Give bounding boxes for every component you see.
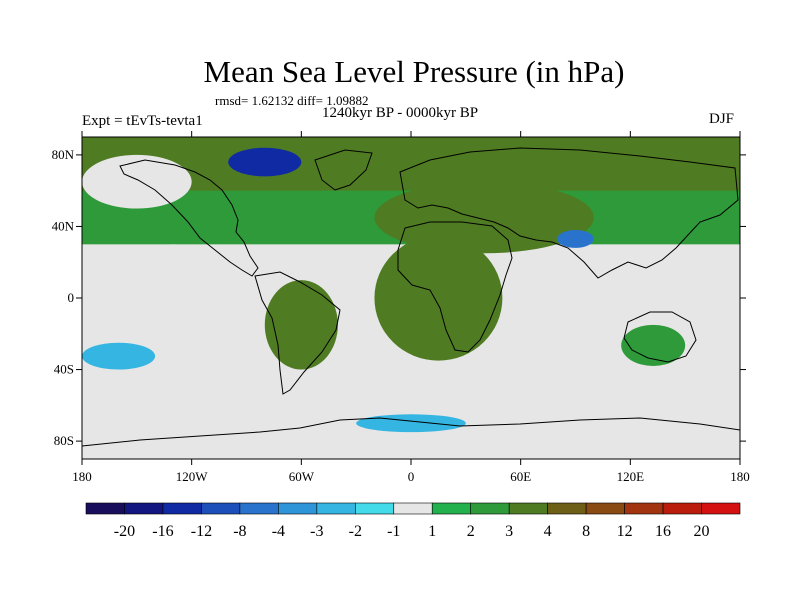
colorbar-label: 2 xyxy=(467,523,475,540)
region-indian-ocean-gray xyxy=(484,262,740,370)
colorbar-swatch xyxy=(393,502,433,515)
colorbar-swatch xyxy=(547,502,587,515)
colorbar-label: -8 xyxy=(233,523,246,540)
region-arctic-band-pos xyxy=(82,137,740,191)
region-tibet-neg-min xyxy=(557,230,594,248)
colorbar-label: 16 xyxy=(655,523,671,540)
region-africa-pos xyxy=(374,235,503,361)
colorbar-label: 3 xyxy=(505,523,513,540)
colorbar-swatch xyxy=(701,502,741,515)
colorbar-label: 8 xyxy=(582,523,590,540)
colorbar-swatch xyxy=(354,502,395,515)
colorbar-swatch xyxy=(278,502,318,515)
region-greenland-neg-min xyxy=(228,147,302,177)
region-south-america-pos xyxy=(264,280,338,370)
region-antarctic-coast-neg xyxy=(356,414,466,433)
coastline-antarctica xyxy=(82,417,740,447)
colorbar-label: -16 xyxy=(152,523,173,540)
y-tick-label: 40S xyxy=(54,362,74,377)
colorbar-swatch xyxy=(431,502,472,515)
x-axis: 180 120W 60W 0 60E 120E 180 xyxy=(72,131,750,484)
colorbar-label: 20 xyxy=(694,523,710,540)
colorbar-swatch xyxy=(316,502,356,515)
region-south-pacific-neg xyxy=(82,342,156,370)
colorbar-swatch xyxy=(624,502,664,515)
colorbar-swatch xyxy=(239,502,279,515)
x-tick-label: 60W xyxy=(289,469,315,484)
statistics-label: rmsd= 1.62132 diff= 1.09882 xyxy=(215,93,369,108)
colorbar-label: -4 xyxy=(272,523,285,540)
colorbar-label: -12 xyxy=(191,523,212,540)
coastline-eurasia xyxy=(399,147,739,279)
coastline-south-america xyxy=(254,271,341,395)
colorbar-swatch xyxy=(585,502,625,515)
y-tick-label: 80N xyxy=(52,147,75,162)
experiment-label: Expt = tEvTs-tevta1 xyxy=(82,113,203,129)
time-range-label: 1240kyr BP - 0000kyr BP xyxy=(322,105,479,121)
colorbar-label: -20 xyxy=(114,523,135,540)
region-eurasia-central-pos xyxy=(374,181,594,254)
colorbar: -20 -16 -12 -8 -4 -3 -2 -1 1 2 3 4 8 12 16 20 xyxy=(85,502,741,540)
coastlines xyxy=(82,147,740,447)
colorbar-swatch xyxy=(201,502,241,515)
colorbar-swatch xyxy=(662,502,702,515)
x-tick-label: 120W xyxy=(176,469,209,484)
region-north-atlantic-gray xyxy=(82,154,192,209)
y-axis: 80N 40N 0 40S 80S xyxy=(52,147,746,448)
chart-title: Mean Sea Level Pressure (in hPa) xyxy=(203,54,625,89)
coastline-north-america xyxy=(119,159,259,277)
pressure-field xyxy=(82,137,740,442)
y-tick-label: 0 xyxy=(68,290,75,305)
colorbar-swatch xyxy=(162,502,202,515)
x-tick-label: 120E xyxy=(617,469,645,484)
region-east-pacific-gray xyxy=(82,244,265,352)
x-tick-label: 60E xyxy=(510,469,531,484)
season-label: DJF xyxy=(709,111,735,127)
y-tick-label: 40N xyxy=(52,218,75,233)
colorbar-label: -3 xyxy=(310,523,323,540)
colorbar-label: -2 xyxy=(349,523,362,540)
colorbar-label: 4 xyxy=(544,523,552,540)
x-tick-label: 180 xyxy=(72,469,92,484)
region-australia-pos xyxy=(621,324,686,366)
colorbar-label: 12 xyxy=(617,523,633,540)
colorbar-swatch xyxy=(470,502,510,515)
colorbar-swatch xyxy=(124,502,164,515)
x-tick-label: 0 xyxy=(408,469,415,484)
colorbar-swatch xyxy=(85,502,125,515)
coastline-africa xyxy=(397,221,513,353)
y-tick-label: 80S xyxy=(54,433,74,448)
colorbar-label: 1 xyxy=(428,523,436,540)
x-tick-label: 180 xyxy=(730,469,750,484)
coastline-australia xyxy=(623,311,697,363)
colorbar-label: -1 xyxy=(387,523,400,540)
coastline-greenland xyxy=(314,149,373,191)
colorbar-swatch xyxy=(508,502,548,515)
